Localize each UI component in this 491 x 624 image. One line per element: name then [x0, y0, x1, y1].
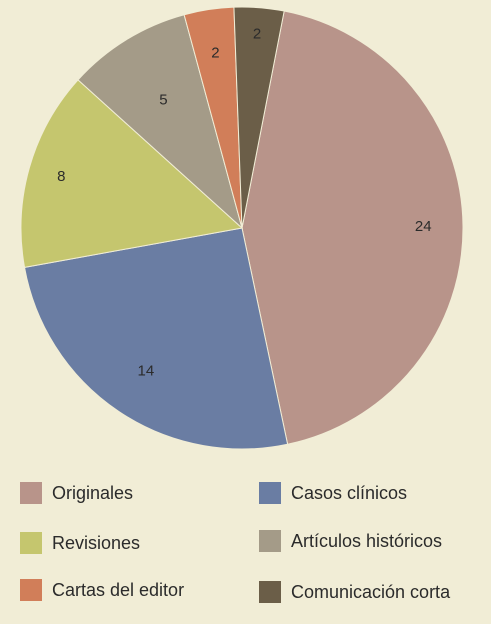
legend-swatch-casos-clinicos [259, 482, 281, 504]
legend-swatch-comunicacion-corta [259, 581, 281, 603]
legend-swatch-cartas-del-editor [20, 579, 42, 601]
legend-label-comunicacion-corta: Comunicación corta [291, 581, 451, 602]
legend-swatch-originales [20, 482, 42, 504]
slice-value-label-revisiones: 8 [57, 168, 65, 185]
legend-item-casos-clinicos: Casos clínicos [259, 480, 407, 506]
slice-value-label-originales: 24 [415, 218, 432, 235]
legend-swatch-articulos-historicos [259, 530, 281, 552]
pie-slice-articulos-historicos [77, 14, 243, 230]
legend-item-comunicacion-corta: Comunicación corta [259, 579, 450, 605]
legend-item-cartas-del-editor: Cartas del editor [20, 577, 184, 603]
slice-value-label-cartas-del-editor: 2 [211, 45, 219, 62]
pie-slice-casos-clinicos [23, 227, 289, 450]
pie-slice-comunicacion-corta [233, 6, 285, 229]
legend-label-originales: Originales [52, 482, 134, 503]
legend-label-articulos-historicos: Artículos históricos [291, 530, 443, 551]
slice-value-label-casos-clinicos: 14 [137, 363, 154, 380]
legend-label-casos-clinicos: Casos clínicos [291, 482, 408, 503]
pie-slice-originales [241, 10, 464, 445]
legend-item-revisiones: Revisiones [20, 530, 140, 556]
legend-label-cartas-del-editor: Cartas del editor [52, 579, 185, 600]
legend-item-originales: Originales [20, 480, 133, 506]
slice-value-label-comunicacion-corta: 2 [253, 26, 261, 43]
slice-value-label-articulos-historicos: 5 [159, 91, 167, 108]
pie-chart: 24 14 8 5 2 2 [20, 6, 464, 450]
legend-swatch-revisiones [20, 532, 42, 554]
pie-slice-revisiones [20, 79, 244, 268]
legend-label-revisiones: Revisiones [52, 532, 141, 553]
legend-item-articulos-historicos: Artículos históricos [259, 528, 442, 554]
